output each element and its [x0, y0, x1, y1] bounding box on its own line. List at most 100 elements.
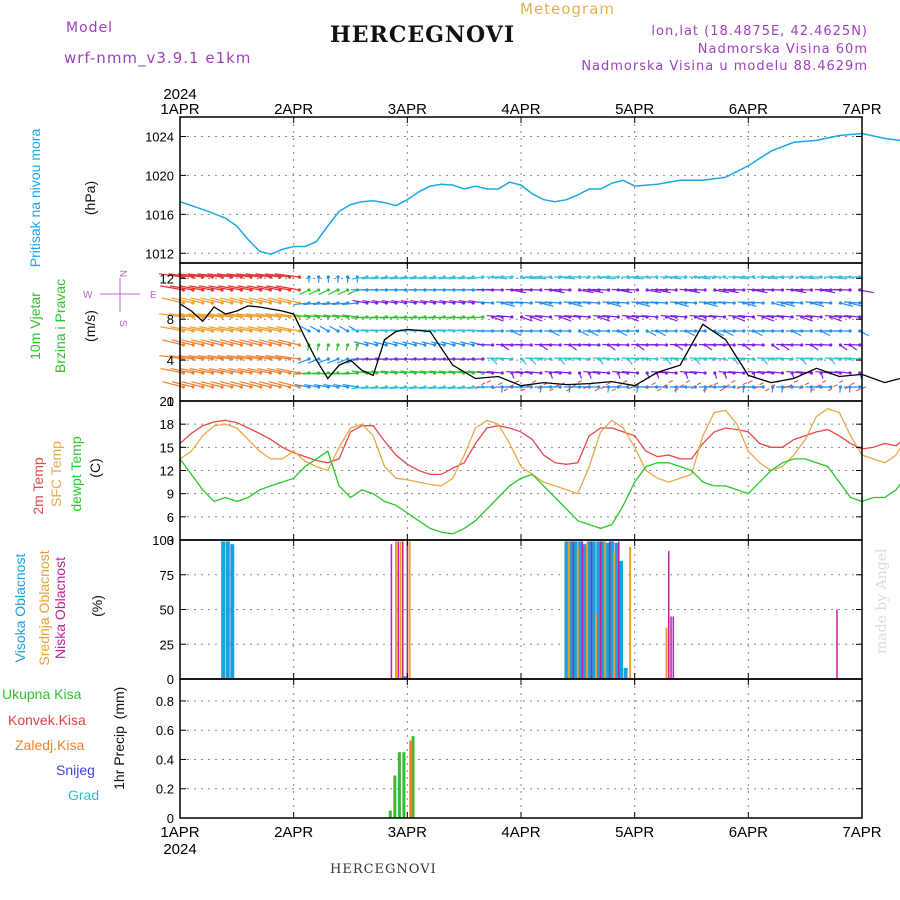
wind-arrow-head — [635, 288, 640, 292]
precip-bar — [409, 740, 413, 818]
footer-station: HERCEGNOVI — [330, 862, 437, 877]
wind-arrow — [420, 299, 435, 304]
wind-gust-mark — [645, 386, 651, 390]
wind-arrow-head — [201, 343, 205, 347]
wind-arrow-head — [597, 343, 601, 347]
wind-arrow — [486, 314, 503, 318]
wind-arrow-head — [375, 301, 379, 305]
wind-arrow — [275, 354, 300, 360]
wind-arrow — [589, 289, 604, 294]
wind-arrow-head — [346, 288, 350, 292]
wind-gust-mark — [736, 386, 742, 390]
wind-arrow — [695, 316, 707, 322]
wind-arrow-head — [278, 301, 282, 305]
wind-arrow — [178, 273, 203, 278]
wind-arrow — [660, 314, 677, 318]
wind-arrow-head — [713, 288, 717, 292]
wind-arrow-head — [336, 329, 340, 333]
wind-arrow — [506, 370, 522, 374]
wind-arrow — [274, 273, 300, 278]
lonlat-text: lon,lat (18.4875E, 42.4625N) — [651, 24, 868, 39]
wind-arrow — [438, 316, 454, 319]
wind-arrow-head — [471, 343, 475, 347]
wind-arrow — [409, 370, 426, 374]
wind-arrow — [573, 314, 590, 318]
wind-arrow — [820, 330, 831, 337]
wind-arrow — [361, 386, 377, 390]
wind-gust-mark — [725, 384, 730, 388]
wind-arrow-head — [220, 343, 224, 347]
cloud-bar — [608, 541, 611, 679]
wind-arrow-head — [838, 343, 843, 347]
wind-arrow-head — [664, 343, 669, 347]
top-time-label: 1APR — [160, 101, 199, 118]
y-tick-label: 6 — [167, 510, 174, 525]
compass-e: E — [150, 290, 157, 301]
wind-gust-mark — [668, 380, 673, 384]
wind-arrow-head — [191, 288, 195, 292]
wind-arrow — [256, 326, 281, 332]
wind-arrow — [226, 354, 252, 360]
wind-arrow-head — [481, 315, 485, 319]
wind-arrow — [277, 297, 300, 304]
wind-arrow — [824, 314, 841, 318]
wind-gust-mark — [719, 388, 725, 392]
y-tick-label: 75 — [160, 568, 174, 583]
wind-arrow — [246, 313, 271, 318]
cloud-bar — [605, 542, 610, 679]
wind-arrow — [293, 314, 310, 318]
wind-arrow — [511, 330, 522, 337]
wind-arrow-head — [761, 385, 765, 389]
wind-arrow — [313, 383, 329, 388]
wind-gust-mark — [753, 386, 759, 390]
wind-arrow-head — [558, 301, 562, 305]
wind-arrow — [181, 381, 203, 388]
cloud-bar — [399, 541, 402, 679]
wind-arrow-head — [548, 315, 553, 319]
wind-arrow — [329, 325, 339, 332]
wind-arrow — [169, 285, 194, 291]
wind-arrow-head — [336, 385, 340, 389]
wind-arrow-head — [645, 329, 649, 333]
wind-arrow — [178, 313, 203, 318]
wind-arrow-head — [500, 329, 504, 333]
wind-arrow — [656, 330, 667, 337]
wind-arrow — [322, 314, 339, 318]
wind-arrow — [786, 370, 802, 374]
wind-arrow — [256, 285, 281, 291]
wind-arrow-head — [268, 301, 272, 305]
wind-arrow-head — [790, 315, 794, 319]
wind-gust-mark — [617, 384, 622, 388]
wind-arrow-head — [635, 329, 640, 333]
wind-arrow — [197, 313, 223, 318]
wind-arrow — [293, 372, 310, 375]
wind-arrow — [227, 326, 252, 332]
wind-gust-mark — [606, 382, 611, 386]
wind-arrow-head — [655, 315, 659, 319]
wind-arrow-head — [326, 275, 330, 279]
wind-arrow-head — [355, 301, 359, 305]
wind-arrow — [438, 276, 455, 280]
wind-arrow — [602, 357, 619, 360]
wind-arrow-head — [278, 385, 282, 389]
wind-gust-mark — [679, 384, 685, 388]
wind-arrow-head — [703, 288, 707, 292]
wind-arrow — [795, 314, 812, 318]
wind-arrow — [190, 297, 213, 304]
wind-arrow — [757, 370, 773, 374]
wind-arrow — [361, 276, 377, 280]
wind-arrow — [820, 289, 836, 294]
wind-arrow — [323, 383, 339, 388]
wind-arrow — [226, 273, 252, 278]
wind-arrow-head — [201, 371, 205, 375]
wind-arrow-head — [220, 288, 224, 292]
wind-arrow-head — [259, 288, 263, 292]
wind-arrow — [409, 276, 426, 280]
wind-gust-mark — [816, 384, 821, 388]
wind-arrow — [198, 285, 223, 291]
wind-arrow — [258, 381, 281, 388]
wind-arrow-head — [259, 343, 263, 347]
wind-arrow — [421, 341, 435, 346]
wind-arrow-head — [230, 301, 234, 305]
wind-arrow — [333, 383, 348, 388]
